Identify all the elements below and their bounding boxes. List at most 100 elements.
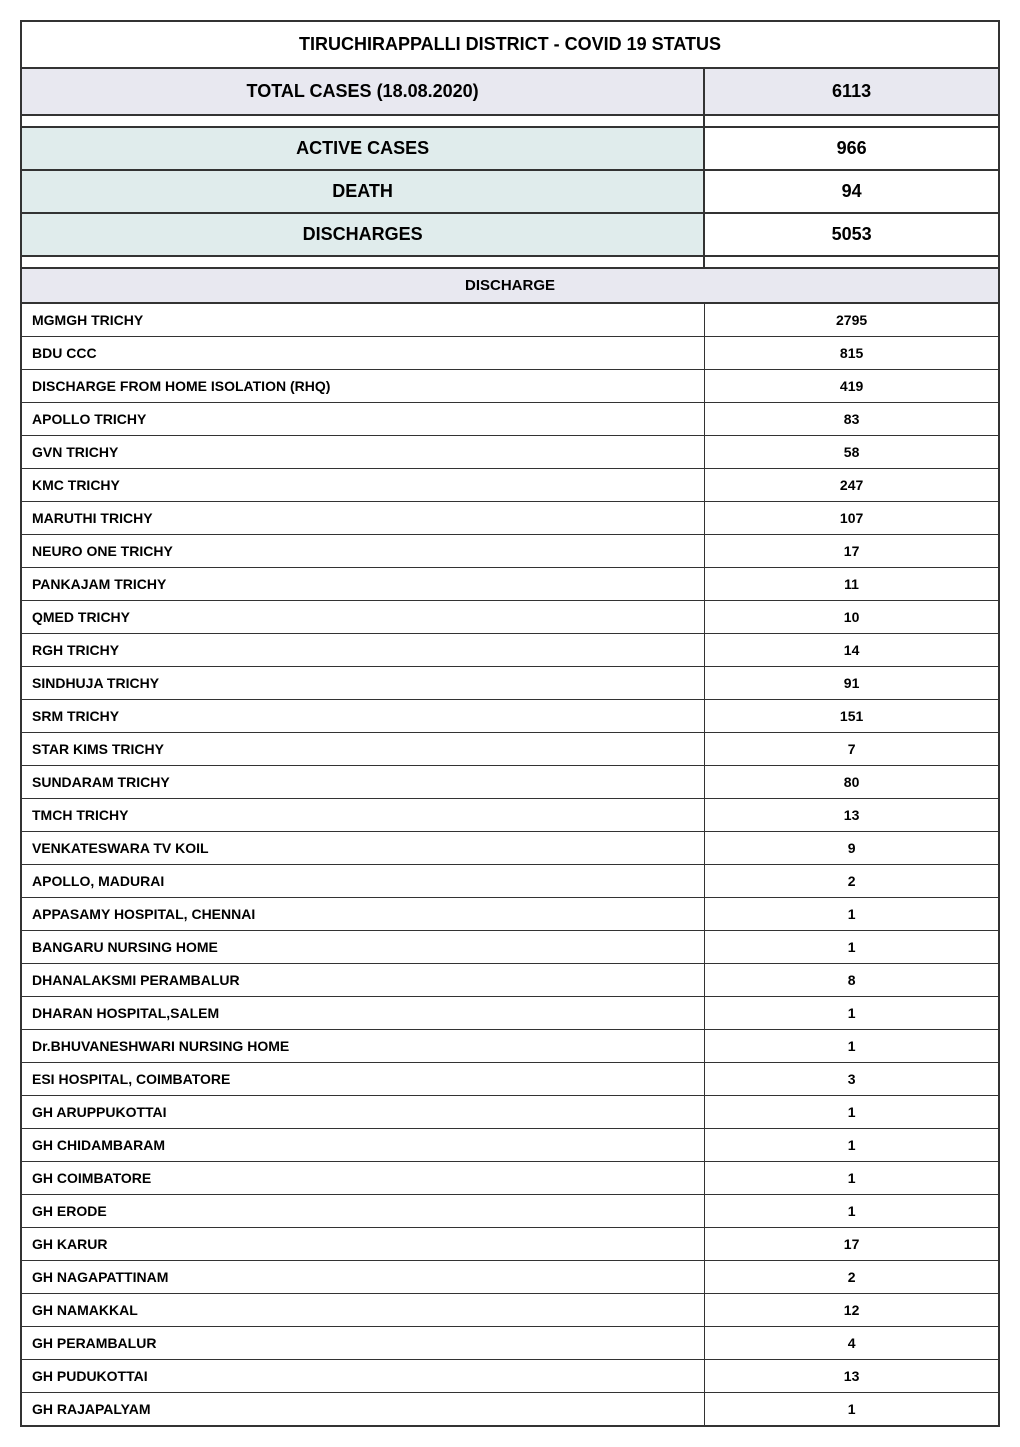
facility-name: PANKAJAM TRICHY <box>22 568 705 600</box>
total-cases-label: TOTAL CASES (18.08.2020) <box>22 69 705 114</box>
facility-name: BANGARU NURSING HOME <box>22 931 705 963</box>
facility-count: 1 <box>705 898 998 930</box>
facility-name: BDU CCC <box>22 337 705 369</box>
facility-count: 2 <box>705 865 998 897</box>
table-title: TIRUCHIRAPPALLI DISTRICT - COVID 19 STAT… <box>22 22 998 69</box>
table-row: RGH TRICHY14 <box>22 634 998 667</box>
facility-name: DHANALAKSMI PERAMBALUR <box>22 964 705 996</box>
facility-name: TMCH TRICHY <box>22 799 705 831</box>
facility-count: 11 <box>705 568 998 600</box>
facility-count: 17 <box>705 1228 998 1260</box>
summary-label: ACTIVE CASES <box>22 128 705 169</box>
facility-count: 7 <box>705 733 998 765</box>
facility-count: 17 <box>705 535 998 567</box>
facility-name: GH ARUPPUKOTTAI <box>22 1096 705 1128</box>
facility-name: DHARAN HOSPITAL,SALEM <box>22 997 705 1029</box>
facility-count: 12 <box>705 1294 998 1326</box>
table-row: GH KARUR17 <box>22 1228 998 1261</box>
spacer-right <box>705 116 998 126</box>
summary-row: DISCHARGES5053 <box>22 214 998 257</box>
table-row: GH ERODE1 <box>22 1195 998 1228</box>
spacer-row <box>22 116 998 128</box>
facility-name: RGH TRICHY <box>22 634 705 666</box>
facility-name: ESI HOSPITAL, COIMBATORE <box>22 1063 705 1095</box>
facility-count: 107 <box>705 502 998 534</box>
table-row: GH RAJAPALYAM1 <box>22 1393 998 1425</box>
table-row: BANGARU NURSING HOME1 <box>22 931 998 964</box>
facility-count: 1 <box>705 1195 998 1227</box>
facility-count: 80 <box>705 766 998 798</box>
facility-count: 419 <box>705 370 998 402</box>
facility-count: 1 <box>705 931 998 963</box>
spacer-row <box>22 257 998 269</box>
facility-count: 1 <box>705 1030 998 1062</box>
facility-name: MGMGH TRICHY <box>22 304 705 336</box>
facility-name: GH ERODE <box>22 1195 705 1227</box>
facility-count: 58 <box>705 436 998 468</box>
facility-count: 8 <box>705 964 998 996</box>
facility-count: 3 <box>705 1063 998 1095</box>
summary-row: DEATH94 <box>22 171 998 214</box>
facility-count: 83 <box>705 403 998 435</box>
table-row: DHANALAKSMI PERAMBALUR8 <box>22 964 998 997</box>
facility-name: GH COIMBATORE <box>22 1162 705 1194</box>
table-row: GH NAGAPATTINAM2 <box>22 1261 998 1294</box>
table-row: GH COIMBATORE1 <box>22 1162 998 1195</box>
facility-name: APOLLO, MADURAI <box>22 865 705 897</box>
facility-count: 13 <box>705 1360 998 1392</box>
total-cases-value: 6113 <box>705 69 998 114</box>
table-row: GH PERAMBALUR4 <box>22 1327 998 1360</box>
facility-count: 815 <box>705 337 998 369</box>
table-row: SRM TRICHY151 <box>22 700 998 733</box>
facility-name: SRM TRICHY <box>22 700 705 732</box>
facility-count: 13 <box>705 799 998 831</box>
facility-name: GH PUDUKOTTAI <box>22 1360 705 1392</box>
facility-name: KMC TRICHY <box>22 469 705 501</box>
table-row: TMCH TRICHY13 <box>22 799 998 832</box>
facility-name: VENKATESWARA TV KOIL <box>22 832 705 864</box>
facility-name: Dr.BHUVANESHWARI NURSING HOME <box>22 1030 705 1062</box>
summary-label: DEATH <box>22 171 705 212</box>
facility-name: MARUTHI TRICHY <box>22 502 705 534</box>
table-row: VENKATESWARA TV KOIL9 <box>22 832 998 865</box>
table-row: DHARAN HOSPITAL,SALEM1 <box>22 997 998 1030</box>
facility-count: 151 <box>705 700 998 732</box>
facility-name: QMED TRICHY <box>22 601 705 633</box>
facility-name: SUNDARAM TRICHY <box>22 766 705 798</box>
total-cases-row: TOTAL CASES (18.08.2020) 6113 <box>22 69 998 116</box>
facility-count: 247 <box>705 469 998 501</box>
spacer-right <box>705 257 998 267</box>
facility-count: 1 <box>705 997 998 1029</box>
table-row: QMED TRICHY10 <box>22 601 998 634</box>
table-row: GVN TRICHY58 <box>22 436 998 469</box>
facility-count: 1 <box>705 1162 998 1194</box>
facility-name: GH KARUR <box>22 1228 705 1260</box>
table-row: GH NAMAKKAL12 <box>22 1294 998 1327</box>
table-row: SUNDARAM TRICHY80 <box>22 766 998 799</box>
summary-value: 94 <box>705 171 998 212</box>
facility-name: DISCHARGE FROM HOME ISOLATION (RHQ) <box>22 370 705 402</box>
discharge-section-header: DISCHARGE <box>22 269 998 304</box>
facility-count: 1 <box>705 1393 998 1425</box>
table-row: APPASAMY HOSPITAL, CHENNAI1 <box>22 898 998 931</box>
table-row: DISCHARGE FROM HOME ISOLATION (RHQ)419 <box>22 370 998 403</box>
facility-name: GH CHIDAMBARAM <box>22 1129 705 1161</box>
table-row: MARUTHI TRICHY107 <box>22 502 998 535</box>
facility-count: 9 <box>705 832 998 864</box>
facility-count: 10 <box>705 601 998 633</box>
facility-name: APPASAMY HOSPITAL, CHENNAI <box>22 898 705 930</box>
table-row: GH CHIDAMBARAM1 <box>22 1129 998 1162</box>
facility-count: 91 <box>705 667 998 699</box>
status-table: TIRUCHIRAPPALLI DISTRICT - COVID 19 STAT… <box>20 20 1000 1427</box>
table-row: GH PUDUKOTTAI13 <box>22 1360 998 1393</box>
table-row: APOLLO TRICHY83 <box>22 403 998 436</box>
facility-name: GH PERAMBALUR <box>22 1327 705 1359</box>
facility-count: 2795 <box>705 304 998 336</box>
summary-label: DISCHARGES <box>22 214 705 255</box>
table-row: STAR KIMS TRICHY7 <box>22 733 998 766</box>
facility-count: 4 <box>705 1327 998 1359</box>
facility-count: 1 <box>705 1096 998 1128</box>
facility-name: NEURO ONE TRICHY <box>22 535 705 567</box>
facility-count: 14 <box>705 634 998 666</box>
table-row: KMC TRICHY247 <box>22 469 998 502</box>
